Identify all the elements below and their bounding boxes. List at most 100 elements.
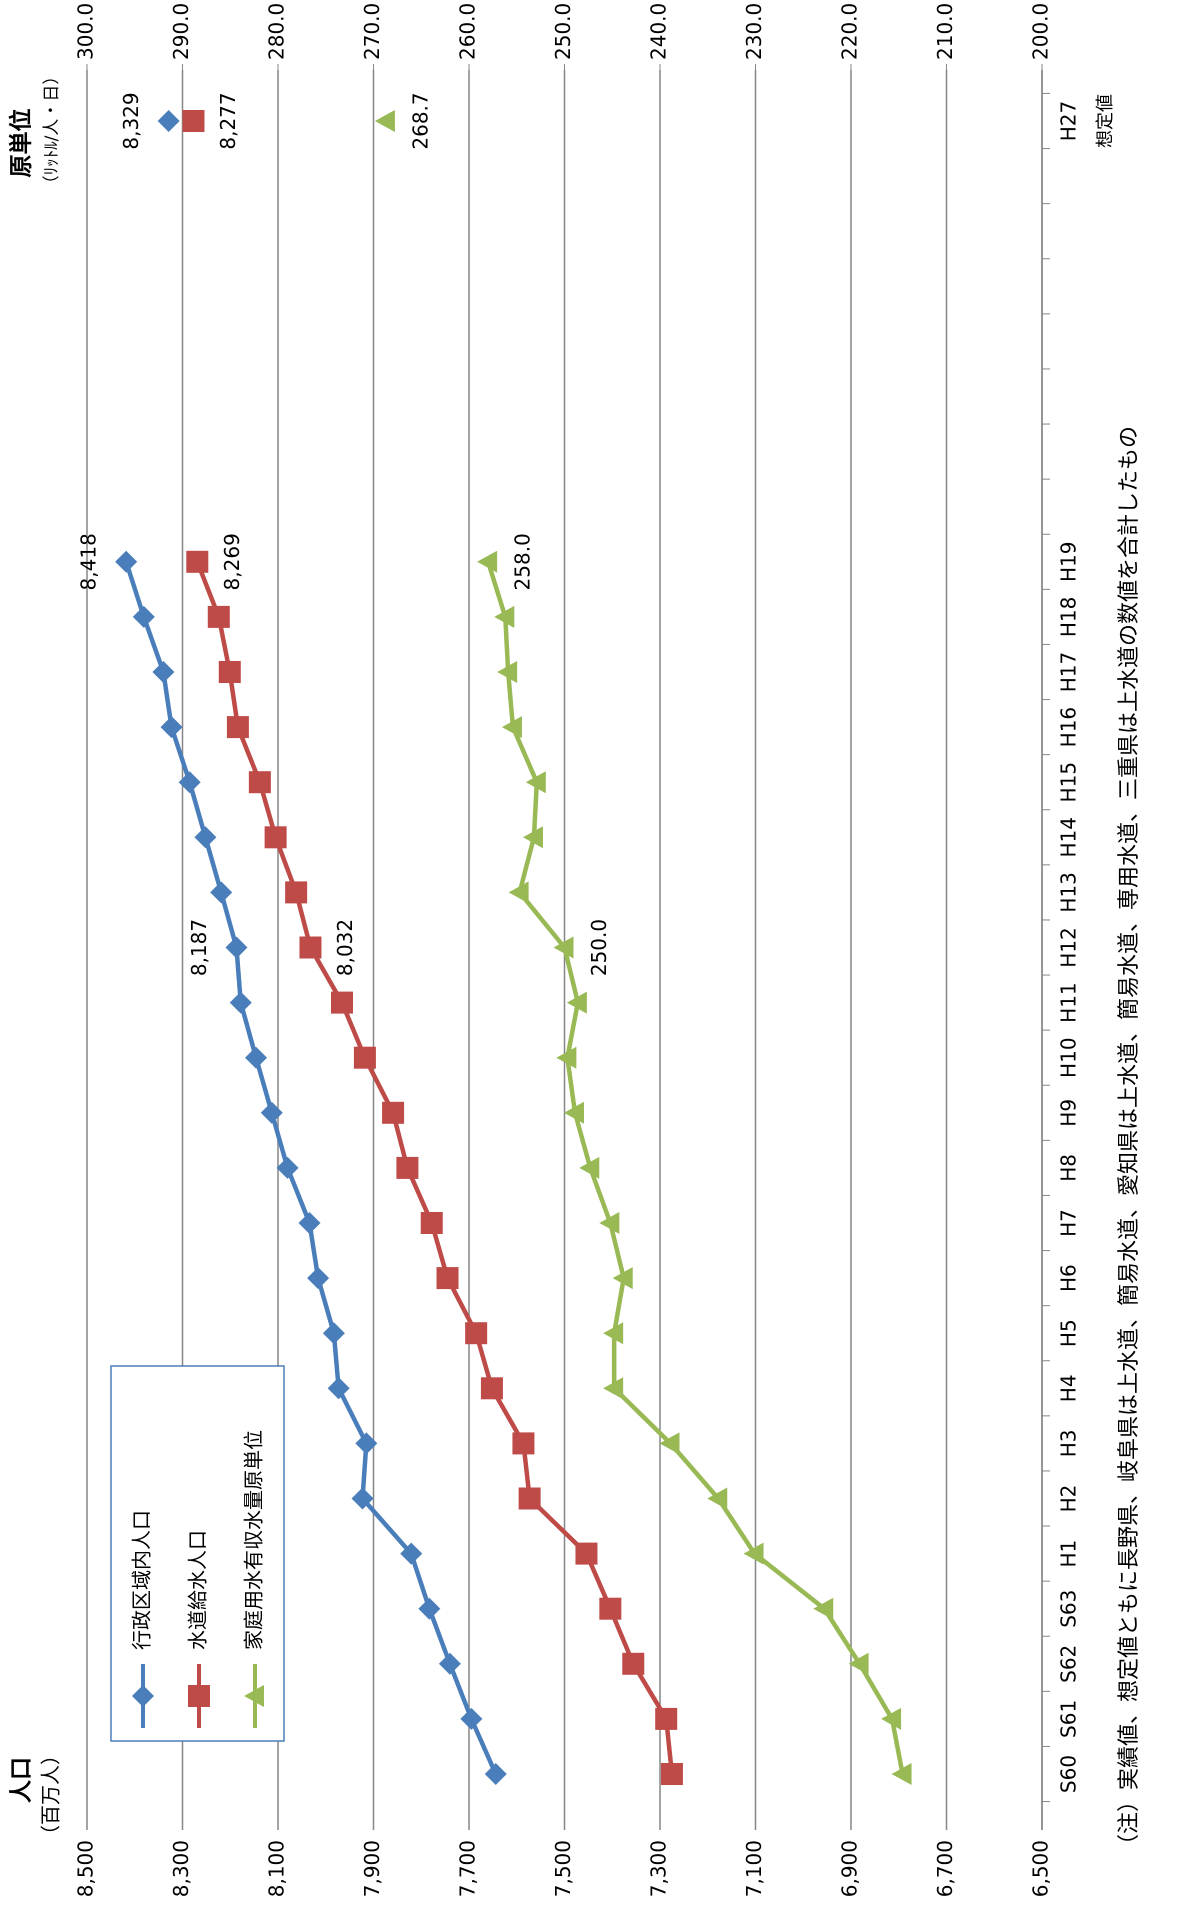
x-tick-label: H5: [1057, 1319, 1081, 1347]
marker: [553, 936, 574, 959]
marker: [355, 1432, 378, 1455]
marker: [194, 826, 217, 849]
marker: [299, 936, 322, 959]
value-label: 8,277: [216, 92, 240, 149]
y-tick-label: 8,300: [169, 1840, 193, 1897]
y2-tick-label: 200.0: [1029, 3, 1053, 60]
y2-tick-label: 220.0: [838, 3, 862, 60]
x-tick-label: H14: [1057, 817, 1081, 858]
marker: [575, 1542, 598, 1565]
x-tick-label: H12: [1057, 927, 1081, 968]
marker: [707, 1487, 728, 1510]
marker: [848, 1652, 869, 1675]
marker: [497, 661, 518, 683]
marker: [480, 1377, 503, 1400]
marker: [512, 1432, 535, 1455]
x-tick-label: H6: [1057, 1264, 1081, 1292]
marker: [564, 1101, 585, 1124]
marker: [465, 1322, 488, 1345]
marker: [494, 605, 515, 628]
y2-tick-label: 250.0: [551, 3, 575, 60]
marker: [599, 1597, 622, 1620]
x-tick-label: H18: [1057, 597, 1081, 638]
marker: [418, 1597, 441, 1620]
marker: [276, 1156, 299, 1179]
y-tick-label: 6,900: [838, 1840, 862, 1897]
marker: [659, 1432, 680, 1455]
y2-tick-label: 230.0: [742, 3, 766, 60]
marker: [660, 1763, 683, 1785]
marker: [244, 1685, 264, 1707]
value-label: 258.0: [511, 533, 535, 590]
marker: [188, 1685, 210, 1707]
legend-label: 行政区域内人口: [130, 1510, 154, 1650]
value-label: 8,329: [119, 92, 143, 149]
value-label: 8,187: [187, 919, 211, 976]
y-tick-label: 8,500: [74, 1840, 98, 1897]
y-tick-label: 6,500: [1029, 1840, 1053, 1897]
marker: [603, 1322, 624, 1345]
value-label: 8,269: [220, 533, 244, 590]
marker: [396, 1156, 419, 1179]
marker: [522, 826, 543, 849]
marker: [501, 716, 522, 739]
marker: [132, 605, 155, 628]
x-tick-label: H1: [1057, 1540, 1081, 1568]
x-tick-label: H17: [1057, 652, 1081, 693]
marker: [484, 1763, 507, 1785]
marker: [298, 1212, 321, 1234]
marker: [743, 1542, 764, 1565]
x-tick-label: H9: [1057, 1099, 1081, 1127]
y2-tick-label: 240.0: [647, 3, 671, 60]
x-tick-label: H27: [1057, 101, 1081, 142]
x-tick-label: H16: [1057, 707, 1081, 748]
y-tick-label: 7,300: [647, 1840, 671, 1897]
x-tick-label: H10: [1057, 1037, 1081, 1078]
marker: [556, 1046, 577, 1069]
y-tick-label: 6,700: [933, 1840, 957, 1897]
x-tick-label: H19: [1057, 542, 1081, 583]
marker: [813, 1597, 834, 1620]
marker: [322, 1322, 345, 1345]
marker: [186, 550, 209, 573]
marker: [327, 1377, 350, 1400]
y-tick-label: 7,500: [551, 1840, 575, 1897]
marker: [566, 991, 587, 1014]
marker: [603, 1377, 624, 1400]
marker: [612, 1267, 633, 1290]
value-label: 8,032: [333, 919, 357, 976]
y2-tick-label: 290.0: [169, 3, 193, 60]
y2-tick-label: 270.0: [360, 3, 384, 60]
legend-label: 水道給水人口: [186, 1530, 210, 1650]
note: （注）実績値、想定値ともに長野県、岐阜県は上水道、簡易水道、愛知県は上水道、簡易…: [1117, 426, 1142, 1856]
marker: [420, 1212, 443, 1234]
x-tick-label: H13: [1057, 872, 1081, 913]
value-label: 8,418: [77, 533, 101, 590]
marker: [226, 716, 249, 739]
marker: [436, 1267, 459, 1290]
marker: [518, 1487, 541, 1510]
marker: [132, 1685, 154, 1707]
y2-axis-subtitle: （ﾘｯﾄﾙ/人・日）: [42, 68, 62, 193]
marker: [160, 716, 183, 739]
x-tick-label: H7: [1057, 1209, 1081, 1237]
marker: [460, 1707, 483, 1730]
marker: [525, 771, 546, 794]
series-line: [386, 121, 903, 1774]
x-tick-label: S62: [1057, 1645, 1081, 1683]
marker: [351, 1487, 374, 1510]
marker: [178, 771, 201, 794]
marker: [229, 991, 252, 1014]
y-tick-label: 7,100: [742, 1840, 766, 1897]
x-tick-label: S61: [1057, 1700, 1081, 1738]
y2-tick-label: 210.0: [933, 3, 957, 60]
x-tick-label: H2: [1057, 1485, 1081, 1513]
marker: [210, 881, 233, 904]
marker: [655, 1707, 678, 1730]
value-label: 268.7: [408, 92, 432, 149]
marker: [285, 881, 308, 904]
marker: [599, 1212, 620, 1234]
legend-label: 家庭用水有収水量原単位: [242, 1430, 266, 1650]
marker: [157, 110, 180, 132]
